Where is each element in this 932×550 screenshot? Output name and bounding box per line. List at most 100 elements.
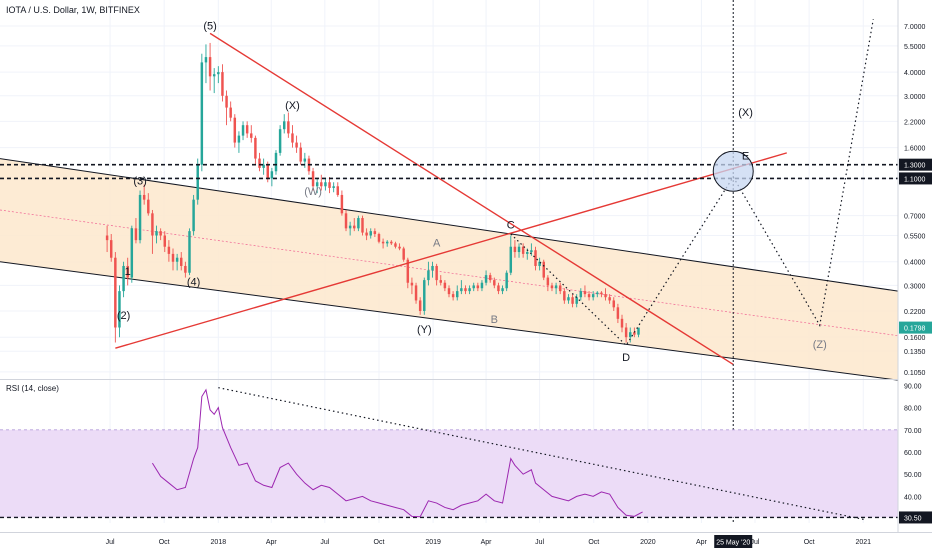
candle-body[interactable] — [163, 235, 167, 247]
candle-body[interactable] — [192, 199, 195, 232]
candle-body[interactable] — [624, 327, 628, 338]
candle-body[interactable] — [526, 252, 529, 254]
candle-body[interactable] — [505, 272, 508, 289]
candle-body[interactable] — [480, 282, 484, 289]
candle-body[interactable] — [365, 232, 368, 236]
candle-body[interactable] — [353, 225, 356, 229]
candle-body[interactable] — [410, 282, 414, 286]
candle-body[interactable] — [493, 280, 496, 286]
candle-body[interactable] — [431, 265, 434, 271]
candle-body[interactable] — [188, 231, 191, 273]
candle-body[interactable] — [402, 248, 405, 260]
candle-body[interactable] — [175, 257, 179, 262]
candle-body[interactable] — [328, 182, 331, 188]
candle-body[interactable] — [105, 235, 109, 241]
candle-body[interactable] — [118, 291, 121, 328]
candle-body[interactable] — [241, 125, 245, 136]
candle-body[interactable] — [167, 246, 171, 254]
candle-body[interactable] — [587, 294, 591, 298]
candle-body[interactable] — [464, 288, 467, 292]
candle-body[interactable] — [258, 158, 261, 168]
candle-body[interactable] — [633, 332, 636, 335]
candle-body[interactable] — [369, 231, 372, 236]
candle-body[interactable] — [563, 291, 566, 301]
candle-body[interactable] — [567, 297, 570, 301]
candle-body[interactable] — [270, 171, 274, 179]
candle-body[interactable] — [390, 241, 393, 244]
channel-lower-line[interactable] — [0, 261, 899, 381]
candle-body[interactable] — [604, 294, 607, 298]
candle-body[interactable] — [608, 297, 611, 301]
candle-body[interactable] — [196, 164, 199, 200]
red-uptrend-line[interactable] — [115, 152, 787, 349]
rsi-pane[interactable] — [0, 379, 932, 521]
candle-body[interactable] — [245, 125, 249, 134]
candle-body[interactable] — [398, 246, 401, 249]
candle-body[interactable] — [114, 257, 117, 328]
candlestick-series[interactable] — [105, 42, 640, 343]
candle-body[interactable] — [637, 327, 640, 335]
candle-body[interactable] — [596, 292, 599, 295]
candle-body[interactable] — [348, 225, 352, 229]
candle-body[interactable] — [443, 282, 447, 289]
candle-body[interactable] — [151, 213, 154, 236]
candle-body[interactable] — [579, 291, 583, 298]
candle-body[interactable] — [134, 228, 138, 241]
candle-body[interactable] — [406, 259, 410, 283]
candle-body[interactable] — [575, 297, 578, 304]
candle-body[interactable] — [204, 57, 208, 63]
candle-body[interactable] — [225, 95, 228, 108]
candle-body[interactable] — [344, 213, 348, 229]
candle-body[interactable] — [381, 241, 385, 244]
candle-body[interactable] — [447, 288, 451, 295]
candle-body[interactable] — [456, 291, 459, 298]
candle-body[interactable] — [427, 270, 430, 281]
candle-body[interactable] — [476, 285, 480, 289]
channel-upper-line[interactable] — [0, 158, 899, 292]
candle-body[interactable] — [513, 246, 517, 253]
candle-body[interactable] — [591, 294, 595, 298]
candle-body[interactable] — [287, 121, 290, 134]
candle-body[interactable] — [237, 135, 241, 143]
candle-body[interactable] — [612, 300, 616, 308]
candle-body[interactable] — [147, 199, 150, 214]
candle-body[interactable] — [109, 240, 113, 258]
candle-body[interactable] — [501, 288, 504, 292]
rsi-trendline[interactable] — [218, 387, 866, 521]
candle-body[interactable] — [558, 285, 562, 292]
target-circle[interactable] — [712, 150, 754, 192]
candle-body[interactable] — [497, 285, 500, 292]
candle-body[interactable] — [373, 231, 377, 235]
candle-body[interactable] — [274, 152, 278, 172]
candle-body[interactable] — [418, 300, 422, 311]
candle-body[interactable] — [414, 285, 418, 301]
candle-body[interactable] — [299, 147, 302, 162]
candle-body[interactable] — [394, 243, 397, 247]
candle-body[interactable] — [484, 275, 488, 283]
candle-body[interactable] — [291, 133, 294, 143]
candle-body[interactable] — [295, 142, 298, 148]
candle-body[interactable] — [138, 194, 142, 241]
candle-body[interactable] — [616, 307, 620, 319]
candle-body[interactable] — [435, 265, 438, 281]
candle-body[interactable] — [468, 288, 471, 292]
candle-body[interactable] — [546, 277, 550, 286]
candle-body[interactable] — [159, 231, 162, 236]
candle-body[interactable] — [122, 265, 125, 292]
candle-body[interactable] — [320, 182, 323, 187]
candle-body[interactable] — [278, 129, 282, 153]
candle-body[interactable] — [550, 285, 554, 289]
candle-body[interactable] — [521, 246, 525, 254]
candle-body[interactable] — [451, 294, 455, 298]
candle-body[interactable] — [254, 137, 257, 159]
candle-body[interactable] — [517, 246, 521, 253]
candle-body[interactable] — [282, 121, 286, 130]
red-downtrend-line[interactable] — [209, 32, 734, 365]
candle-body[interactable] — [423, 280, 426, 311]
candle-body[interactable] — [303, 158, 307, 162]
candle-body[interactable] — [208, 57, 212, 77]
candle-body[interactable] — [180, 257, 183, 266]
candle-body[interactable] — [620, 318, 624, 328]
